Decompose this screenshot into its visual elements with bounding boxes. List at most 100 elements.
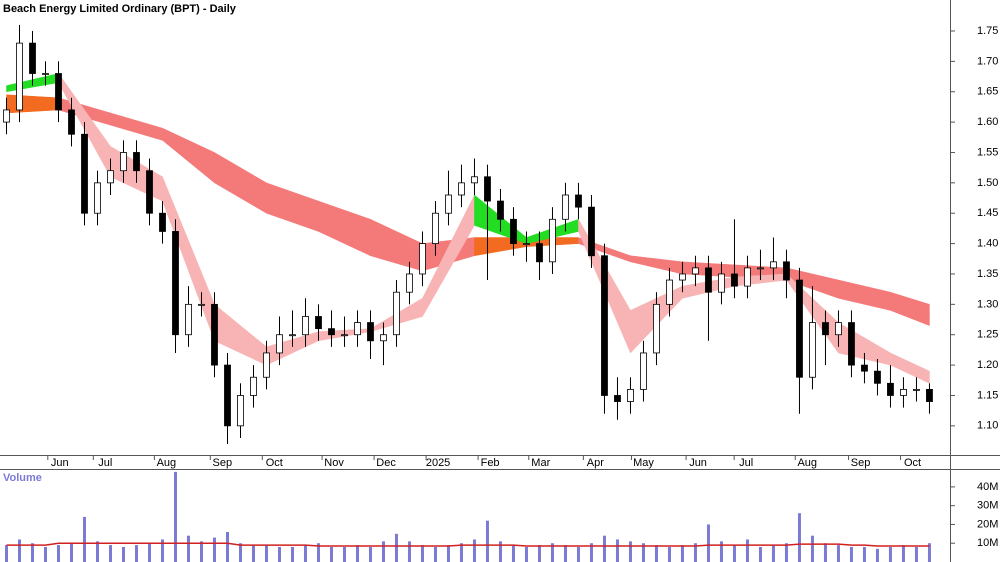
volume-bar bbox=[251, 545, 255, 562]
candle-body bbox=[107, 170, 114, 184]
candle-body bbox=[770, 261, 777, 269]
volume-bar bbox=[446, 545, 450, 562]
y-tick-label: 1.75 bbox=[977, 25, 998, 37]
candle-body bbox=[55, 73, 62, 111]
candle-body bbox=[224, 364, 231, 427]
candle-body bbox=[276, 334, 283, 354]
candle-body bbox=[237, 395, 244, 427]
volume-bar bbox=[277, 546, 281, 562]
volume-bar bbox=[888, 546, 892, 562]
volume-bar bbox=[472, 539, 476, 562]
x-tick-label: Feb bbox=[481, 457, 500, 469]
volume-bar bbox=[186, 535, 190, 562]
volume-bar bbox=[784, 543, 788, 562]
plot: 1.10 1.15 1.20 1.25 1.30 1.35 1.40 1.45 1.50 1.55… bbox=[3, 25, 998, 562]
candle-body bbox=[42, 73, 49, 75]
candle-body bbox=[419, 243, 426, 275]
y-tick-label: 1.10 bbox=[977, 420, 998, 432]
candle-body bbox=[536, 243, 543, 263]
ribbon-segment bbox=[370, 218, 423, 272]
volume-bar bbox=[719, 541, 723, 562]
candle-body bbox=[887, 382, 894, 396]
ribbon-segment bbox=[214, 303, 267, 366]
candle-body bbox=[81, 133, 88, 214]
y-tick-label: 1.25 bbox=[977, 329, 998, 341]
candle-body bbox=[3, 109, 10, 123]
volume-bar bbox=[329, 546, 333, 562]
candle-body bbox=[302, 316, 309, 336]
volume-bar bbox=[212, 537, 216, 562]
candle-body bbox=[133, 152, 140, 172]
candle-body bbox=[185, 303, 192, 336]
candle-body bbox=[848, 322, 855, 366]
x-tick-label: Sep bbox=[851, 457, 871, 469]
y-tick-label: 1.20 bbox=[977, 359, 998, 371]
candle-body bbox=[913, 388, 920, 391]
x-tick-label: May bbox=[633, 457, 654, 469]
candle-body bbox=[393, 291, 400, 336]
candle-body bbox=[406, 273, 413, 293]
volume-bar bbox=[43, 546, 47, 562]
volume-bar bbox=[927, 543, 931, 562]
volume-title: Volume bbox=[3, 472, 42, 484]
volume-bar bbox=[264, 545, 268, 562]
volume-bar bbox=[121, 546, 125, 562]
ribbon-segment bbox=[6, 94, 59, 114]
candle-body bbox=[458, 182, 465, 196]
volume-bar bbox=[797, 513, 801, 562]
candle-body bbox=[666, 279, 673, 305]
volume-bar bbox=[69, 543, 73, 562]
y-tick-label: 10M bbox=[977, 537, 998, 549]
y-tick-label: 1.15 bbox=[977, 389, 998, 401]
candle-body bbox=[809, 322, 816, 378]
volume-bar bbox=[225, 531, 229, 562]
volume-bar bbox=[4, 545, 8, 562]
volume-bar bbox=[342, 546, 346, 562]
candle-body bbox=[926, 388, 933, 402]
volume-bar bbox=[758, 546, 762, 562]
x-tick-label: Aug bbox=[797, 457, 817, 469]
candle-body bbox=[120, 152, 127, 172]
x-tick-label: 2025 bbox=[426, 457, 450, 469]
chart-title: Beach Energy Limited Ordinary (BPT) - Da… bbox=[3, 3, 237, 15]
candle-body bbox=[835, 322, 842, 336]
candle-body bbox=[601, 255, 608, 396]
volume-bar bbox=[407, 541, 411, 562]
candle-body bbox=[549, 218, 556, 263]
ribbon-segment bbox=[214, 152, 267, 214]
ribbon-segment bbox=[890, 291, 930, 326]
ribbon-segment bbox=[890, 352, 930, 384]
volume-bar bbox=[745, 539, 749, 562]
candle-body bbox=[575, 194, 582, 208]
volume-bar bbox=[147, 543, 151, 562]
candle-body bbox=[159, 212, 166, 232]
volume-bar bbox=[680, 545, 684, 562]
candle-body bbox=[744, 267, 751, 287]
y-tick-label: 1.55 bbox=[977, 146, 998, 158]
y-tick-label: 1.40 bbox=[977, 238, 998, 250]
candle-body bbox=[900, 388, 907, 396]
y-tick-label: 20M bbox=[977, 518, 998, 530]
x-tick-label: Oct bbox=[266, 457, 283, 469]
volume-bar bbox=[355, 545, 359, 562]
volume-bar bbox=[30, 543, 34, 562]
volume-bar bbox=[693, 543, 697, 562]
volume-bar bbox=[173, 471, 177, 562]
candle-body bbox=[445, 194, 452, 214]
volume-bar bbox=[238, 543, 242, 562]
candle-body bbox=[705, 267, 712, 293]
candle-body bbox=[263, 352, 270, 378]
volume-bar bbox=[524, 546, 528, 562]
candle-body bbox=[822, 322, 829, 336]
volume-bar bbox=[95, 541, 99, 562]
x-tick-label: Jun bbox=[51, 457, 69, 469]
x-tick-label: Sep bbox=[213, 457, 233, 469]
volume-bar bbox=[433, 546, 437, 562]
candle-body bbox=[562, 194, 569, 220]
volume-bar bbox=[82, 516, 86, 562]
volume-bar bbox=[511, 545, 515, 562]
candle-body bbox=[874, 370, 881, 384]
volume-bar bbox=[394, 533, 398, 562]
volume-bar bbox=[381, 541, 385, 562]
